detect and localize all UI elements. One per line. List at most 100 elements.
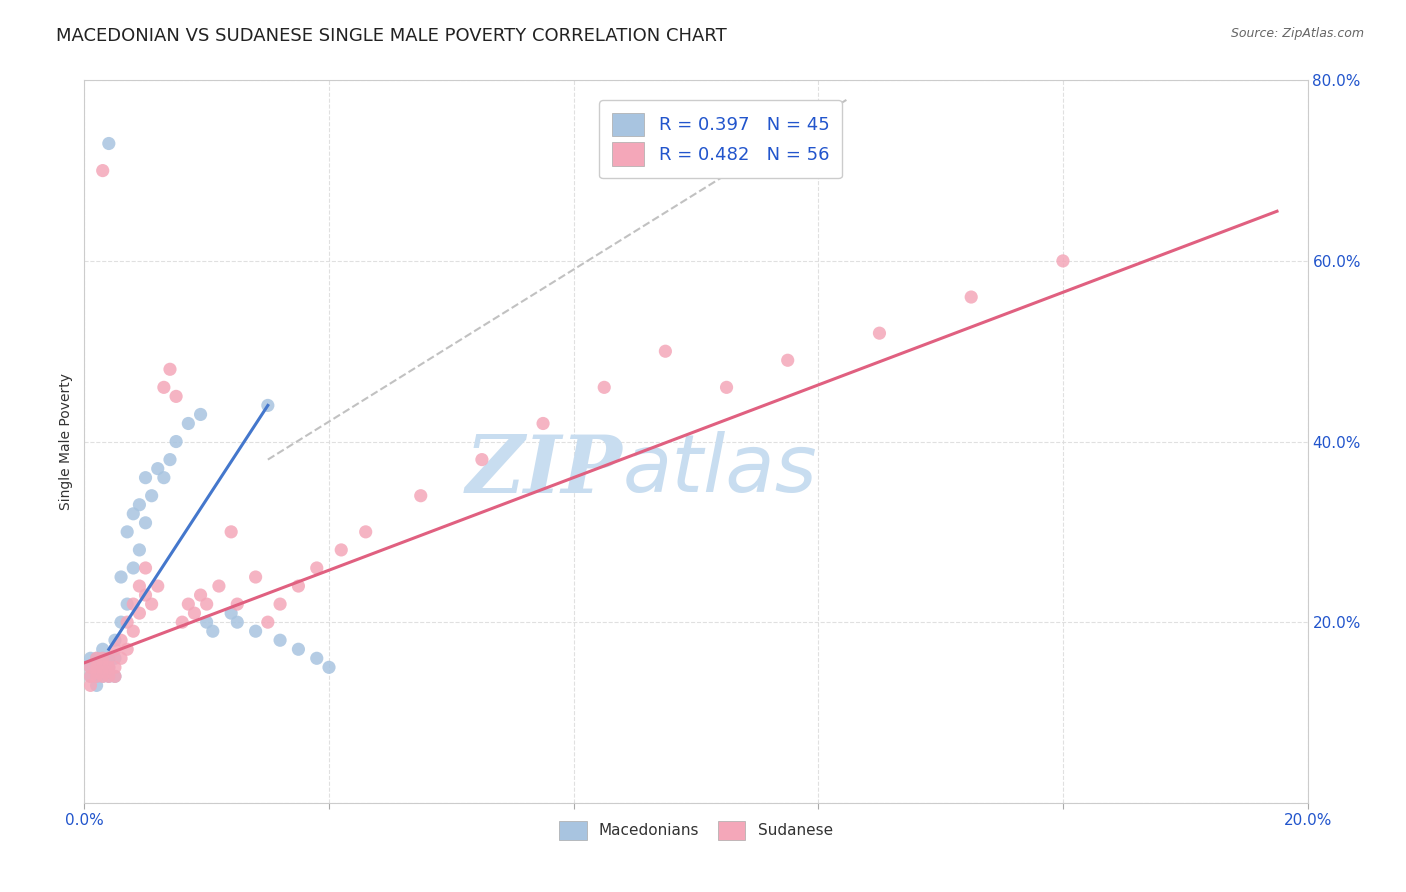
Point: [257, 398, 280, 412]
Point: [135, 561, 157, 575]
Point: [716, 380, 738, 394]
Point: [97, 669, 120, 683]
Point: [97, 651, 120, 665]
Point: [287, 579, 309, 593]
Point: [190, 588, 212, 602]
Point: [226, 615, 249, 630]
Text: Source: ZipAtlas.com: Source: ZipAtlas.com: [1230, 27, 1364, 40]
Point: [104, 651, 127, 665]
Point: [776, 353, 799, 368]
Point: [141, 597, 163, 611]
Point: [79, 660, 101, 674]
Point: [115, 524, 138, 539]
Point: [318, 660, 340, 674]
Point: [305, 651, 328, 665]
Point: [190, 408, 212, 422]
Point: [141, 489, 163, 503]
Point: [245, 570, 267, 584]
Point: [91, 660, 114, 674]
Point: [122, 507, 145, 521]
Point: [122, 624, 145, 639]
Point: [128, 606, 150, 620]
Point: [409, 489, 432, 503]
Point: [79, 669, 101, 683]
Point: [97, 669, 120, 683]
Point: [177, 417, 200, 431]
Point: [97, 136, 120, 151]
Point: [146, 461, 169, 475]
Point: [110, 651, 132, 665]
Point: [195, 615, 218, 630]
Text: MACEDONIAN VS SUDANESE SINGLE MALE POVERTY CORRELATION CHART: MACEDONIAN VS SUDANESE SINGLE MALE POVER…: [56, 27, 727, 45]
Point: [201, 624, 224, 639]
Point: [219, 606, 242, 620]
Point: [91, 660, 114, 674]
Point: [91, 651, 114, 665]
Point: [128, 542, 150, 557]
Point: [86, 669, 108, 683]
Point: [86, 678, 108, 692]
Point: [172, 615, 194, 630]
Text: ZIP: ZIP: [465, 432, 623, 509]
Point: [287, 642, 309, 657]
Point: [226, 597, 249, 611]
Point: [330, 542, 353, 557]
Point: [104, 669, 127, 683]
Point: [135, 471, 157, 485]
Point: [79, 651, 101, 665]
Point: [135, 516, 157, 530]
Point: [86, 669, 108, 683]
Point: [153, 380, 176, 394]
Point: [86, 660, 108, 674]
Text: atlas: atlas: [623, 432, 817, 509]
Point: [86, 660, 108, 674]
Point: [153, 471, 176, 485]
Point: [122, 597, 145, 611]
Point: [165, 434, 187, 449]
Point: [91, 642, 114, 657]
Y-axis label: Single Male Poverty: Single Male Poverty: [59, 373, 73, 510]
Point: [97, 660, 120, 674]
Point: [305, 561, 328, 575]
Point: [122, 561, 145, 575]
Point: [115, 597, 138, 611]
Point: [110, 633, 132, 648]
Point: [208, 579, 231, 593]
Point: [91, 669, 114, 683]
Point: [257, 615, 280, 630]
Point: [245, 624, 267, 639]
Point: [104, 633, 127, 648]
Point: [79, 678, 101, 692]
Point: [104, 642, 127, 657]
Point: [91, 163, 114, 178]
Point: [471, 452, 494, 467]
Point: [135, 588, 157, 602]
Point: [110, 615, 132, 630]
Point: [128, 579, 150, 593]
Point: [91, 651, 114, 665]
Point: [97, 651, 120, 665]
Point: [159, 362, 181, 376]
Point: [1052, 254, 1074, 268]
Point: [593, 380, 616, 394]
Point: [146, 579, 169, 593]
Point: [354, 524, 377, 539]
Point: [183, 606, 205, 620]
Point: [128, 498, 150, 512]
Point: [159, 452, 181, 467]
Point: [269, 597, 291, 611]
Point: [115, 642, 138, 657]
Point: [531, 417, 554, 431]
Legend: Macedonians, Sudanese: Macedonians, Sudanese: [550, 812, 842, 849]
Point: [79, 669, 101, 683]
Point: [177, 597, 200, 611]
Point: [219, 524, 242, 539]
Point: [86, 651, 108, 665]
Point: [115, 615, 138, 630]
Point: [91, 669, 114, 683]
Point: [104, 660, 127, 674]
Point: [654, 344, 676, 359]
Point: [110, 570, 132, 584]
Point: [86, 651, 108, 665]
Point: [869, 326, 891, 340]
